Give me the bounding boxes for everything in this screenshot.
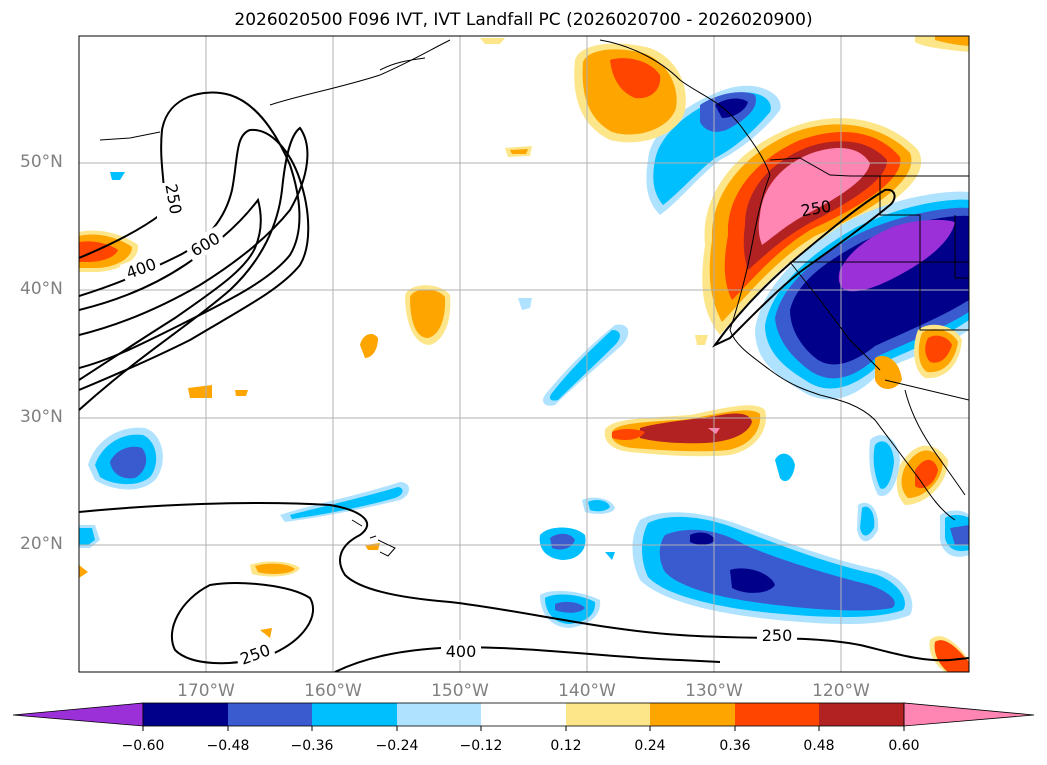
lon-label: 130°W [685, 681, 743, 701]
map-title: 2026020500 F096 IVT, IVT Landfall PC (20… [234, 10, 813, 30]
gridlines [79, 36, 969, 672]
colorbar-swatch [481, 703, 566, 726]
colorbar-tick-label: −0.12 [459, 738, 503, 754]
ivt-contours [79, 91, 969, 672]
lon-label: 120°W [812, 681, 870, 701]
colorbar-extend-low [12, 702, 144, 727]
colorbar-tick-label: −0.48 [206, 738, 250, 754]
colorbar-tick-label: 0.36 [719, 738, 751, 754]
colorbar-tick-label: −0.60 [121, 738, 165, 754]
map-frame [78, 35, 970, 673]
colorbar-tick-label: 0.60 [888, 738, 920, 754]
colorbar-extend-high [903, 702, 1035, 727]
lat-label: 40°N [20, 279, 63, 299]
colorbar-tick-label: 0.48 [803, 738, 835, 754]
coastlines [99, 39, 969, 557]
colorbar-tick-label: −0.36 [290, 738, 334, 754]
contour-labels: 250 400 600 250 250 250 400 [119, 182, 833, 670]
colorbar-tick-label: 0.24 [634, 738, 666, 754]
lat-label: 20°N [20, 534, 63, 554]
colorbar-swatch [819, 703, 904, 726]
colorbar-swatch [650, 703, 735, 726]
lon-label: 140°W [558, 681, 616, 701]
lon-label: 170°W [177, 681, 235, 701]
lon-label: 160°W [304, 681, 362, 701]
colorbar-swatch [397, 703, 481, 726]
colorbar-swatch [143, 703, 228, 726]
colorbar-tick-label: 0.12 [550, 738, 582, 754]
colorbar-swatch [312, 703, 397, 726]
colorbar-swatch [228, 703, 312, 726]
contour-label: 400 [446, 642, 477, 661]
colorbar-swatch [735, 703, 819, 726]
contour-label: 250 [762, 626, 793, 645]
colorbar-swatch [566, 703, 650, 726]
colorbar [12, 702, 1035, 731]
lat-label: 50°N [20, 152, 63, 172]
colorbar-tick-label: −0.24 [375, 738, 419, 754]
lon-label: 150°W [431, 681, 489, 701]
lat-label: 30°N [20, 407, 63, 427]
